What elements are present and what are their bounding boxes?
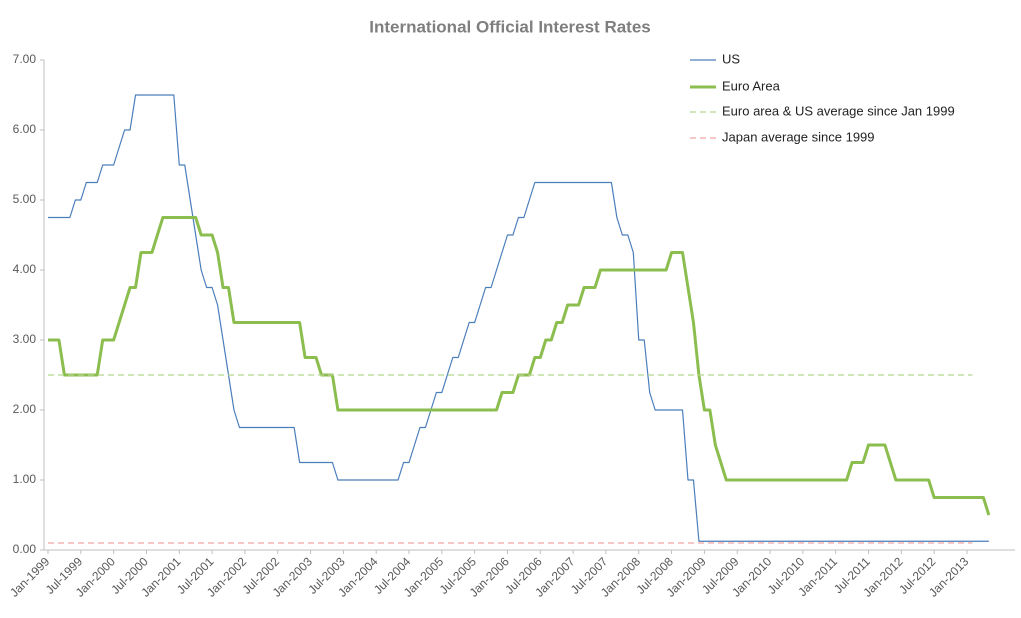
legend-label: Japan average since 1999 [722,129,875,144]
chart-title: International Official Interest Rates [369,17,651,36]
series-line [48,216,991,516]
y-tick-label: 6.00 [13,122,37,136]
legend-label: Euro Area [722,78,781,93]
y-tick-label: 0.00 [13,542,37,556]
y-tick-label: 1.00 [13,472,37,486]
y-tick-label: 2.00 [13,402,37,416]
y-tick-label: 7.00 [13,52,37,66]
y-tick-label: 3.00 [13,332,37,346]
y-tick-label: 5.00 [13,192,37,206]
series-line [48,94,989,542]
y-tick-label: 4.00 [13,262,37,276]
legend-label: Euro area & US average since Jan 1999 [722,103,955,118]
legend-label: US [722,51,740,66]
x-tick-label: Jan-1999 [7,554,53,600]
